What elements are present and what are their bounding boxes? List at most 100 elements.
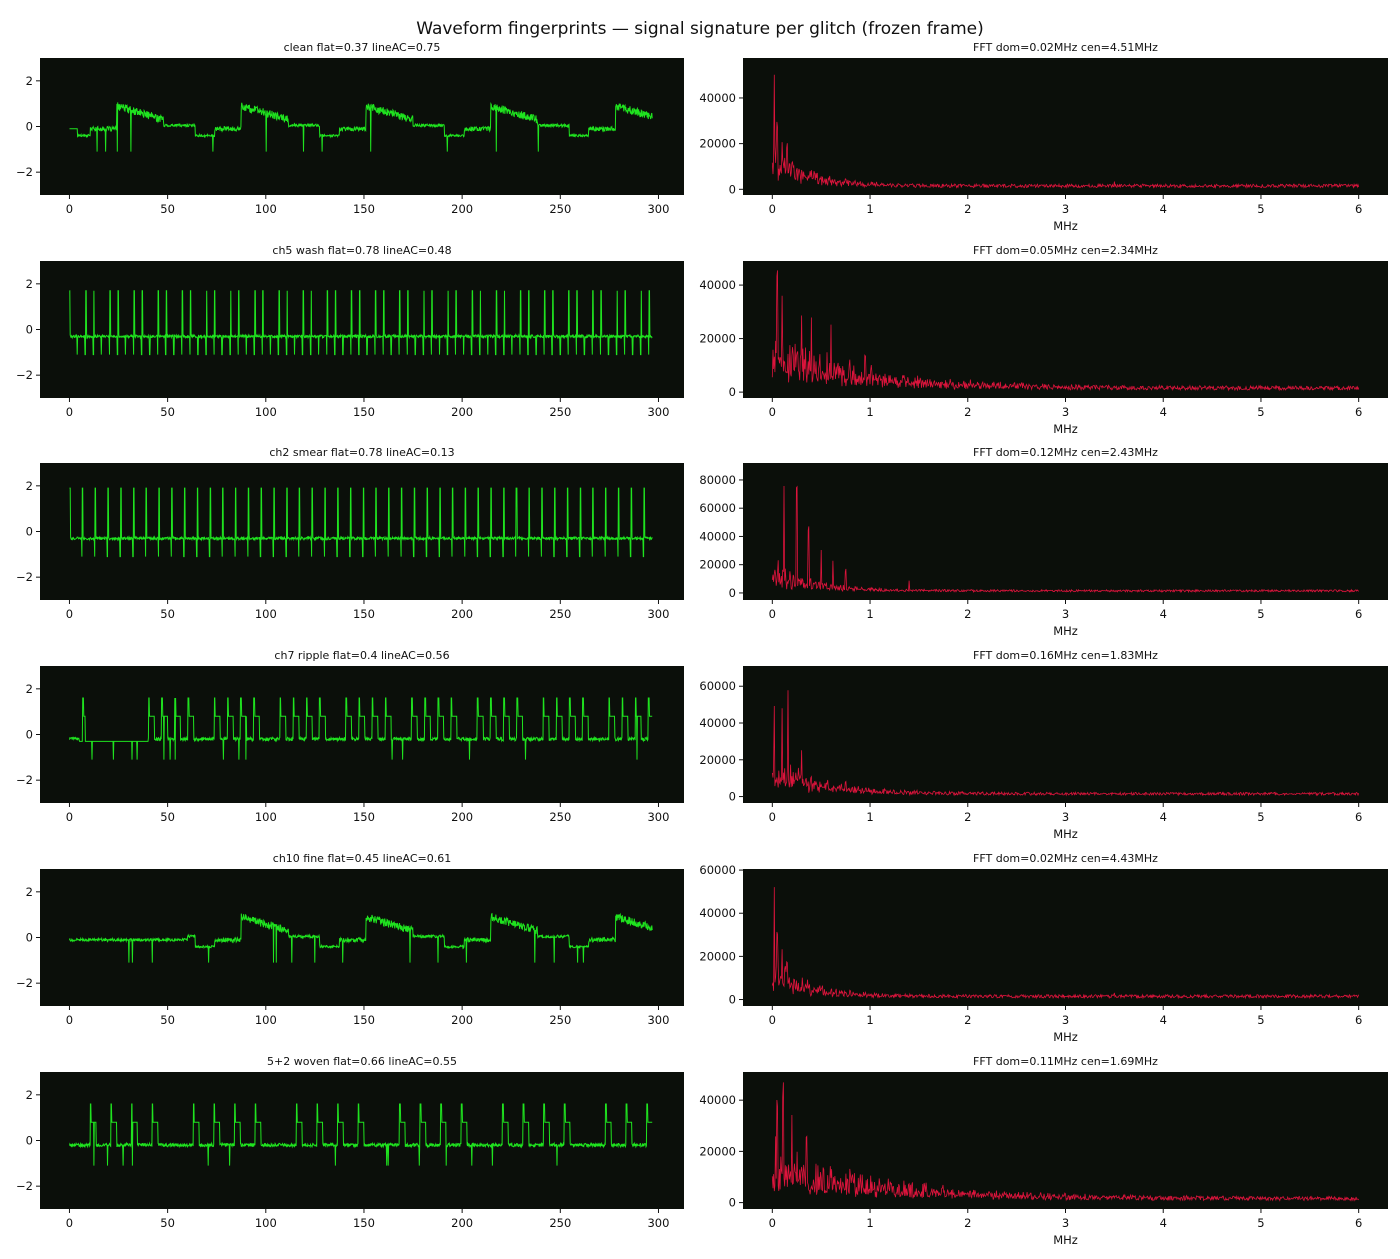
x-tick-label: 200 — [451, 202, 473, 216]
x-tick-label: 0 — [769, 607, 776, 621]
x-tick-label: 100 — [255, 607, 277, 621]
spectrum-series-line — [771, 485, 1360, 594]
y-tick-label: 40000 — [699, 906, 736, 920]
x-tick-label: 3 — [1062, 202, 1069, 216]
x-tick-label: 50 — [160, 1216, 175, 1230]
x-tick-label: 5 — [1257, 1013, 1264, 1027]
x-tick-label: 0 — [66, 810, 73, 824]
waveform-series-line — [69, 1103, 653, 1166]
x-tick-label: 250 — [549, 405, 571, 419]
x-tick-label: 0 — [66, 202, 73, 216]
x-tick-label: 1 — [866, 1216, 873, 1230]
y-tick-label: 40000 — [699, 278, 736, 292]
waveform-panel-0: clean flat=0.37 lineAC=0.75 0 50 100 150 200 2… — [16, 41, 684, 216]
x-tick-label: 5 — [1257, 1216, 1264, 1230]
x-axis-label: MHz — [1053, 624, 1078, 638]
x-tick-label: 2 — [964, 405, 971, 419]
subplot-title: ch2 smear flat=0.78 lineAC=0.13 — [269, 446, 454, 459]
subplot-title: ch10 fine flat=0.45 lineAC=0.61 — [273, 852, 451, 865]
y-tick-label: −2 — [16, 165, 33, 179]
x-tick-label: 150 — [353, 202, 375, 216]
y-tick-label: 40000 — [699, 529, 736, 543]
figure-title: Waveform fingerprints — signal signature… — [416, 19, 984, 39]
x-axis-label: MHz — [1053, 827, 1078, 841]
x-axis-label: MHz — [1053, 219, 1078, 233]
x-tick-label: 100 — [255, 1013, 277, 1027]
plot-area — [40, 463, 684, 600]
y-tick-label: 20000 — [699, 949, 736, 963]
y-tick-label: 0 — [26, 1134, 33, 1148]
y-tick-label: 40000 — [699, 1093, 736, 1107]
spectrum-series-line — [771, 887, 1360, 1000]
subplot-title: clean flat=0.37 lineAC=0.75 — [284, 41, 441, 54]
y-tick-label: 60000 — [699, 501, 736, 515]
x-tick-label: 100 — [255, 405, 277, 419]
plot-area — [743, 463, 1388, 600]
y-tick-label: 2 — [26, 885, 33, 899]
x-axis-label: MHz — [1053, 422, 1078, 436]
x-tick-label: 3 — [1062, 1216, 1069, 1230]
x-tick-label: 1 — [866, 1013, 873, 1027]
x-tick-label: 1 — [866, 405, 873, 419]
spectrum-panel-5: FFT dom=0.11MHz cen=1.69MHz 0 1 2 3 4 5 6 0 20000… — [699, 1055, 1388, 1247]
x-tick-label: 5 — [1257, 202, 1264, 216]
x-tick-label: 200 — [451, 1216, 473, 1230]
subplot-title: FFT dom=0.02MHz cen=4.43MHz — [973, 852, 1158, 865]
x-tick-label: 4 — [1160, 1216, 1167, 1230]
x-tick-label: 3 — [1062, 405, 1069, 419]
subplot-title: 5+2 woven flat=0.66 lineAC=0.55 — [267, 1055, 457, 1068]
x-tick-label: 50 — [160, 607, 175, 621]
plot-area — [40, 1072, 684, 1209]
y-tick-label: 20000 — [699, 1144, 736, 1158]
y-tick-label: −2 — [16, 1179, 33, 1193]
x-tick-label: 4 — [1160, 810, 1167, 824]
x-tick-label: 2 — [964, 810, 971, 824]
spectrum-panel-4: FFT dom=0.02MHz cen=4.43MHz 0 1 2 3 4 5 6 0 20000… — [699, 852, 1388, 1044]
x-tick-label: 200 — [451, 405, 473, 419]
plot-area — [743, 58, 1388, 195]
spectrum-series-line — [771, 270, 1360, 392]
x-tick-label: 6 — [1355, 1216, 1362, 1230]
plot-area — [743, 1072, 1388, 1209]
y-tick-label: 20000 — [699, 558, 736, 572]
y-tick-label: 2 — [26, 479, 33, 493]
y-tick-label: 60000 — [699, 679, 736, 693]
y-tick-label: 0 — [729, 385, 736, 399]
y-tick-label: −2 — [16, 976, 33, 990]
subplot-title: ch7 ripple flat=0.4 lineAC=0.56 — [274, 649, 449, 662]
y-tick-label: 0 — [729, 790, 736, 804]
x-tick-label: 250 — [549, 1216, 571, 1230]
x-tick-label: 4 — [1160, 202, 1167, 216]
subplot-title: FFT dom=0.12MHz cen=2.43MHz — [973, 446, 1158, 459]
x-tick-label: 200 — [451, 607, 473, 621]
spectrum-panel-1: FFT dom=0.05MHz cen=2.34MHz 0 1 2 3 4 5 6 0 20000… — [699, 244, 1388, 436]
spectrum-series-line — [771, 1082, 1360, 1202]
y-tick-label: 0 — [729, 993, 736, 1007]
x-axis-label: MHz — [1053, 1233, 1078, 1247]
x-tick-label: 50 — [160, 405, 175, 419]
x-tick-label: 1 — [866, 810, 873, 824]
y-tick-label: 0 — [729, 1196, 736, 1210]
x-tick-label: 0 — [769, 1013, 776, 1027]
x-tick-label: 100 — [255, 810, 277, 824]
plot-area — [40, 869, 684, 1006]
x-tick-label: 300 — [647, 1013, 669, 1027]
x-tick-label: 5 — [1257, 405, 1264, 419]
x-tick-label: 250 — [549, 202, 571, 216]
x-tick-label: 50 — [160, 1013, 175, 1027]
subplot-title: FFT dom=0.11MHz cen=1.69MHz — [973, 1055, 1158, 1068]
y-tick-label: −2 — [16, 773, 33, 787]
x-tick-label: 4 — [1160, 405, 1167, 419]
waveform-series-line — [69, 697, 653, 760]
spectrum-panel-0: FFT dom=0.02MHz cen=4.51MHz 0 1 2 3 4 5 6 0 20000… — [699, 41, 1388, 233]
x-tick-label: 6 — [1355, 1013, 1362, 1027]
x-tick-label: 2 — [964, 1013, 971, 1027]
x-tick-label: 250 — [549, 1013, 571, 1027]
y-tick-label: 40000 — [699, 716, 736, 730]
x-tick-label: 3 — [1062, 1013, 1069, 1027]
x-tick-label: 150 — [353, 405, 375, 419]
spectrum-panel-3: FFT dom=0.16MHz cen=1.83MHz 0 1 2 3 4 5 6 0 20000… — [699, 649, 1388, 841]
waveform-series-line — [69, 487, 653, 558]
x-tick-label: 300 — [647, 405, 669, 419]
x-tick-label: 300 — [647, 810, 669, 824]
